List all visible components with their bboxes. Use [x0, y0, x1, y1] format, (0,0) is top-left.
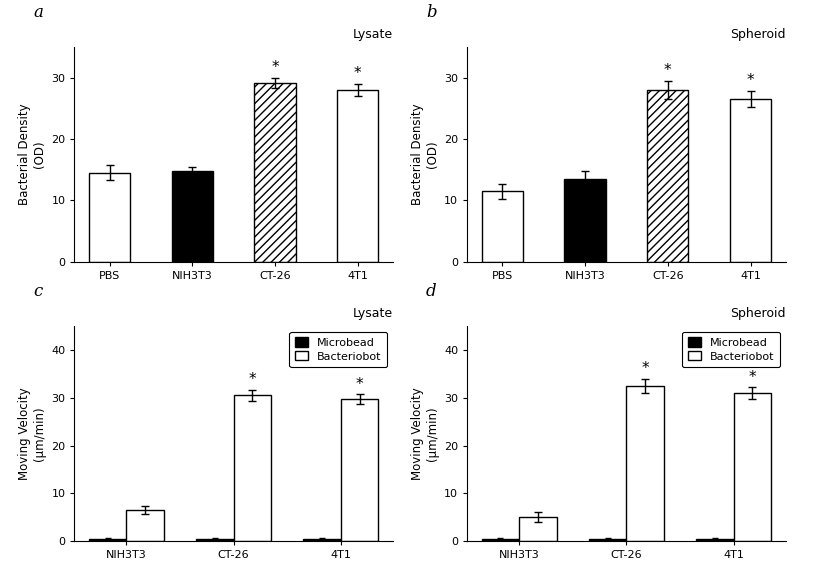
- Text: *: *: [249, 372, 256, 387]
- Y-axis label: Moving Velocity
(μm/min): Moving Velocity (μm/min): [410, 387, 438, 480]
- Bar: [89, 539, 127, 541]
- Bar: [89, 173, 131, 262]
- Bar: [729, 99, 771, 262]
- Bar: [648, 90, 688, 262]
- Bar: [627, 386, 664, 541]
- Legend: Microbead, Bacteriobot: Microbead, Bacteriobot: [289, 332, 387, 368]
- Text: c: c: [33, 283, 42, 300]
- Text: Lysate: Lysate: [352, 308, 393, 320]
- Bar: [519, 517, 557, 541]
- Text: a: a: [33, 4, 43, 21]
- Bar: [696, 539, 734, 541]
- Text: b: b: [426, 4, 437, 21]
- Bar: [734, 393, 772, 541]
- Text: *: *: [642, 362, 649, 376]
- Bar: [234, 396, 271, 541]
- Bar: [589, 539, 627, 541]
- Text: *: *: [747, 73, 754, 88]
- Bar: [196, 539, 234, 541]
- Bar: [337, 90, 379, 262]
- Text: Spheroid: Spheroid: [730, 28, 786, 41]
- Text: *: *: [748, 370, 756, 385]
- Y-axis label: Bacterial Density
(OD): Bacterial Density (OD): [17, 103, 45, 205]
- Text: *: *: [354, 66, 361, 81]
- Bar: [255, 82, 296, 262]
- Text: *: *: [356, 377, 363, 392]
- Bar: [172, 171, 213, 262]
- Bar: [304, 539, 341, 541]
- Text: Spheroid: Spheroid: [730, 308, 786, 320]
- Bar: [481, 191, 523, 262]
- Bar: [127, 510, 164, 541]
- Text: *: *: [271, 59, 279, 75]
- Text: d: d: [426, 283, 437, 300]
- Text: Lysate: Lysate: [352, 28, 393, 41]
- Bar: [481, 539, 519, 541]
- Text: *: *: [664, 63, 672, 78]
- Legend: Microbead, Bacteriobot: Microbead, Bacteriobot: [682, 332, 780, 368]
- Bar: [564, 179, 605, 262]
- Y-axis label: Moving Velocity
(μm/min): Moving Velocity (μm/min): [17, 387, 45, 480]
- Y-axis label: Bacterial Density
(OD): Bacterial Density (OD): [410, 103, 438, 205]
- Bar: [341, 399, 379, 541]
